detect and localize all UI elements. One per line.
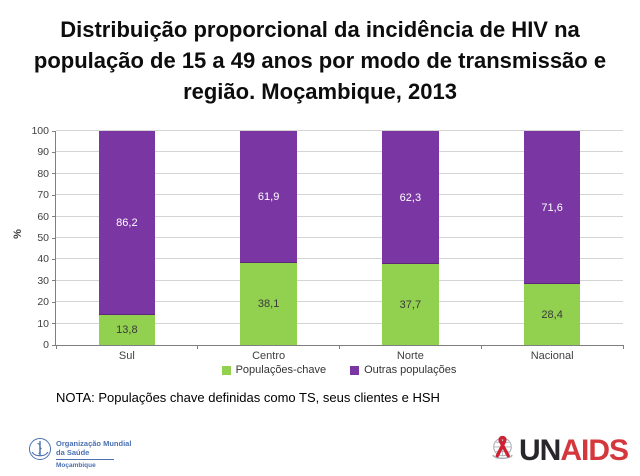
y-axis-tick-label: 0 [19, 340, 49, 350]
who-logo-text: Organização Mundial da Saúde Moçambique [56, 437, 131, 469]
bar-value-label: 86,2 [116, 217, 137, 229]
legend-item: Populações-chave [222, 364, 327, 376]
y-axis-tick-label: 70 [19, 190, 49, 200]
y-axis-tick-label: 90 [19, 147, 49, 157]
y-axis-tick-label: 60 [19, 212, 49, 222]
bar-segment: 13,8 [99, 315, 156, 345]
bar-segment: 38,1 [240, 263, 297, 345]
stacked-bar-norte: 62,3 37,7 [382, 131, 439, 345]
bar-segment: 28,4 [524, 284, 581, 345]
y-axis-tick-label: 30 [19, 276, 49, 286]
bar-segment: 71,6 [524, 131, 581, 284]
who-country-label: Moçambique [56, 462, 131, 469]
bar-value-label: 71,6 [541, 202, 562, 214]
bar-segment: 62,3 [382, 131, 439, 264]
who-org-line1: Organização Mundial [56, 439, 131, 448]
bar-value-label: 38,1 [258, 298, 279, 310]
y-axis-tick-label: 50 [19, 233, 49, 243]
y-axis-tick-label: 40 [19, 254, 49, 264]
x-axis-label: Sul [56, 350, 198, 362]
who-emblem-icon [28, 437, 52, 466]
who-org-line2: da Saúde [56, 448, 131, 457]
slide: Distribuição proporcional da incidência … [0, 0, 640, 476]
bar-value-label: 62,3 [400, 192, 421, 204]
y-axis-tick-label: 80 [19, 169, 49, 179]
x-axis-label: Nacional [481, 350, 623, 362]
bar-value-label: 61,9 [258, 191, 279, 203]
who-logo: Organização Mundial da Saúde Moçambique [28, 437, 131, 469]
x-axis-tick [623, 345, 624, 349]
stacked-bar-chart: % 010203040506070809010086,213,8Sul61,93… [10, 125, 632, 383]
x-axis-label: Norte [340, 350, 482, 362]
stacked-bar-centro: 61,9 38,1 [240, 131, 297, 345]
bar-segment: 86,2 [99, 131, 156, 315]
bar-value-label: 28,4 [541, 309, 562, 321]
y-axis-tick-label: 20 [19, 297, 49, 307]
x-axis-label: Centro [198, 350, 340, 362]
x-axis-tick [56, 345, 57, 349]
who-logo-divider [56, 459, 114, 460]
legend-swatch [350, 366, 359, 375]
stacked-bar-nacional: 71,6 28,4 [524, 131, 581, 345]
bar-value-label: 13,8 [116, 324, 137, 336]
x-axis-tick [481, 345, 482, 349]
y-axis-tick-label: 100 [19, 126, 49, 136]
bar-slot: 62,3 37,7 [340, 131, 482, 345]
bar-segment: 61,9 [240, 131, 297, 263]
chart-legend: Populações-chave Outras populações [55, 364, 623, 376]
stacked-bar-sul: 86,2 13,8 [99, 131, 156, 345]
unaids-logo: UNAIDS [487, 433, 628, 469]
legend-label: Outras populações [364, 364, 456, 376]
page-title: Distribuição proporcional da incidência … [24, 14, 616, 107]
x-axis-tick [339, 345, 340, 349]
plot-area: 010203040506070809010086,213,8Sul61,938,… [55, 131, 623, 346]
bar-slot: 61,9 38,1 [198, 131, 340, 345]
x-axis-tick [197, 345, 198, 349]
legend-swatch [222, 366, 231, 375]
bar-slot: 71,6 28,4 [481, 131, 623, 345]
bar-segment: 37,7 [382, 264, 439, 345]
footnote: NOTA: Populações chave definidas como TS… [56, 390, 440, 405]
un-wreath-icon [487, 433, 518, 469]
y-axis-tick-label: 10 [19, 319, 49, 329]
unaids-aids-text: AIDS [560, 434, 628, 467]
bar-slot: 86,2 13,8 [56, 131, 198, 345]
unaids-un-text: UN [519, 434, 560, 467]
legend-item: Outras populações [350, 364, 456, 376]
bar-value-label: 37,7 [400, 299, 421, 311]
legend-label: Populações-chave [236, 364, 327, 376]
unaids-wordmark: UNAIDS [519, 434, 628, 468]
